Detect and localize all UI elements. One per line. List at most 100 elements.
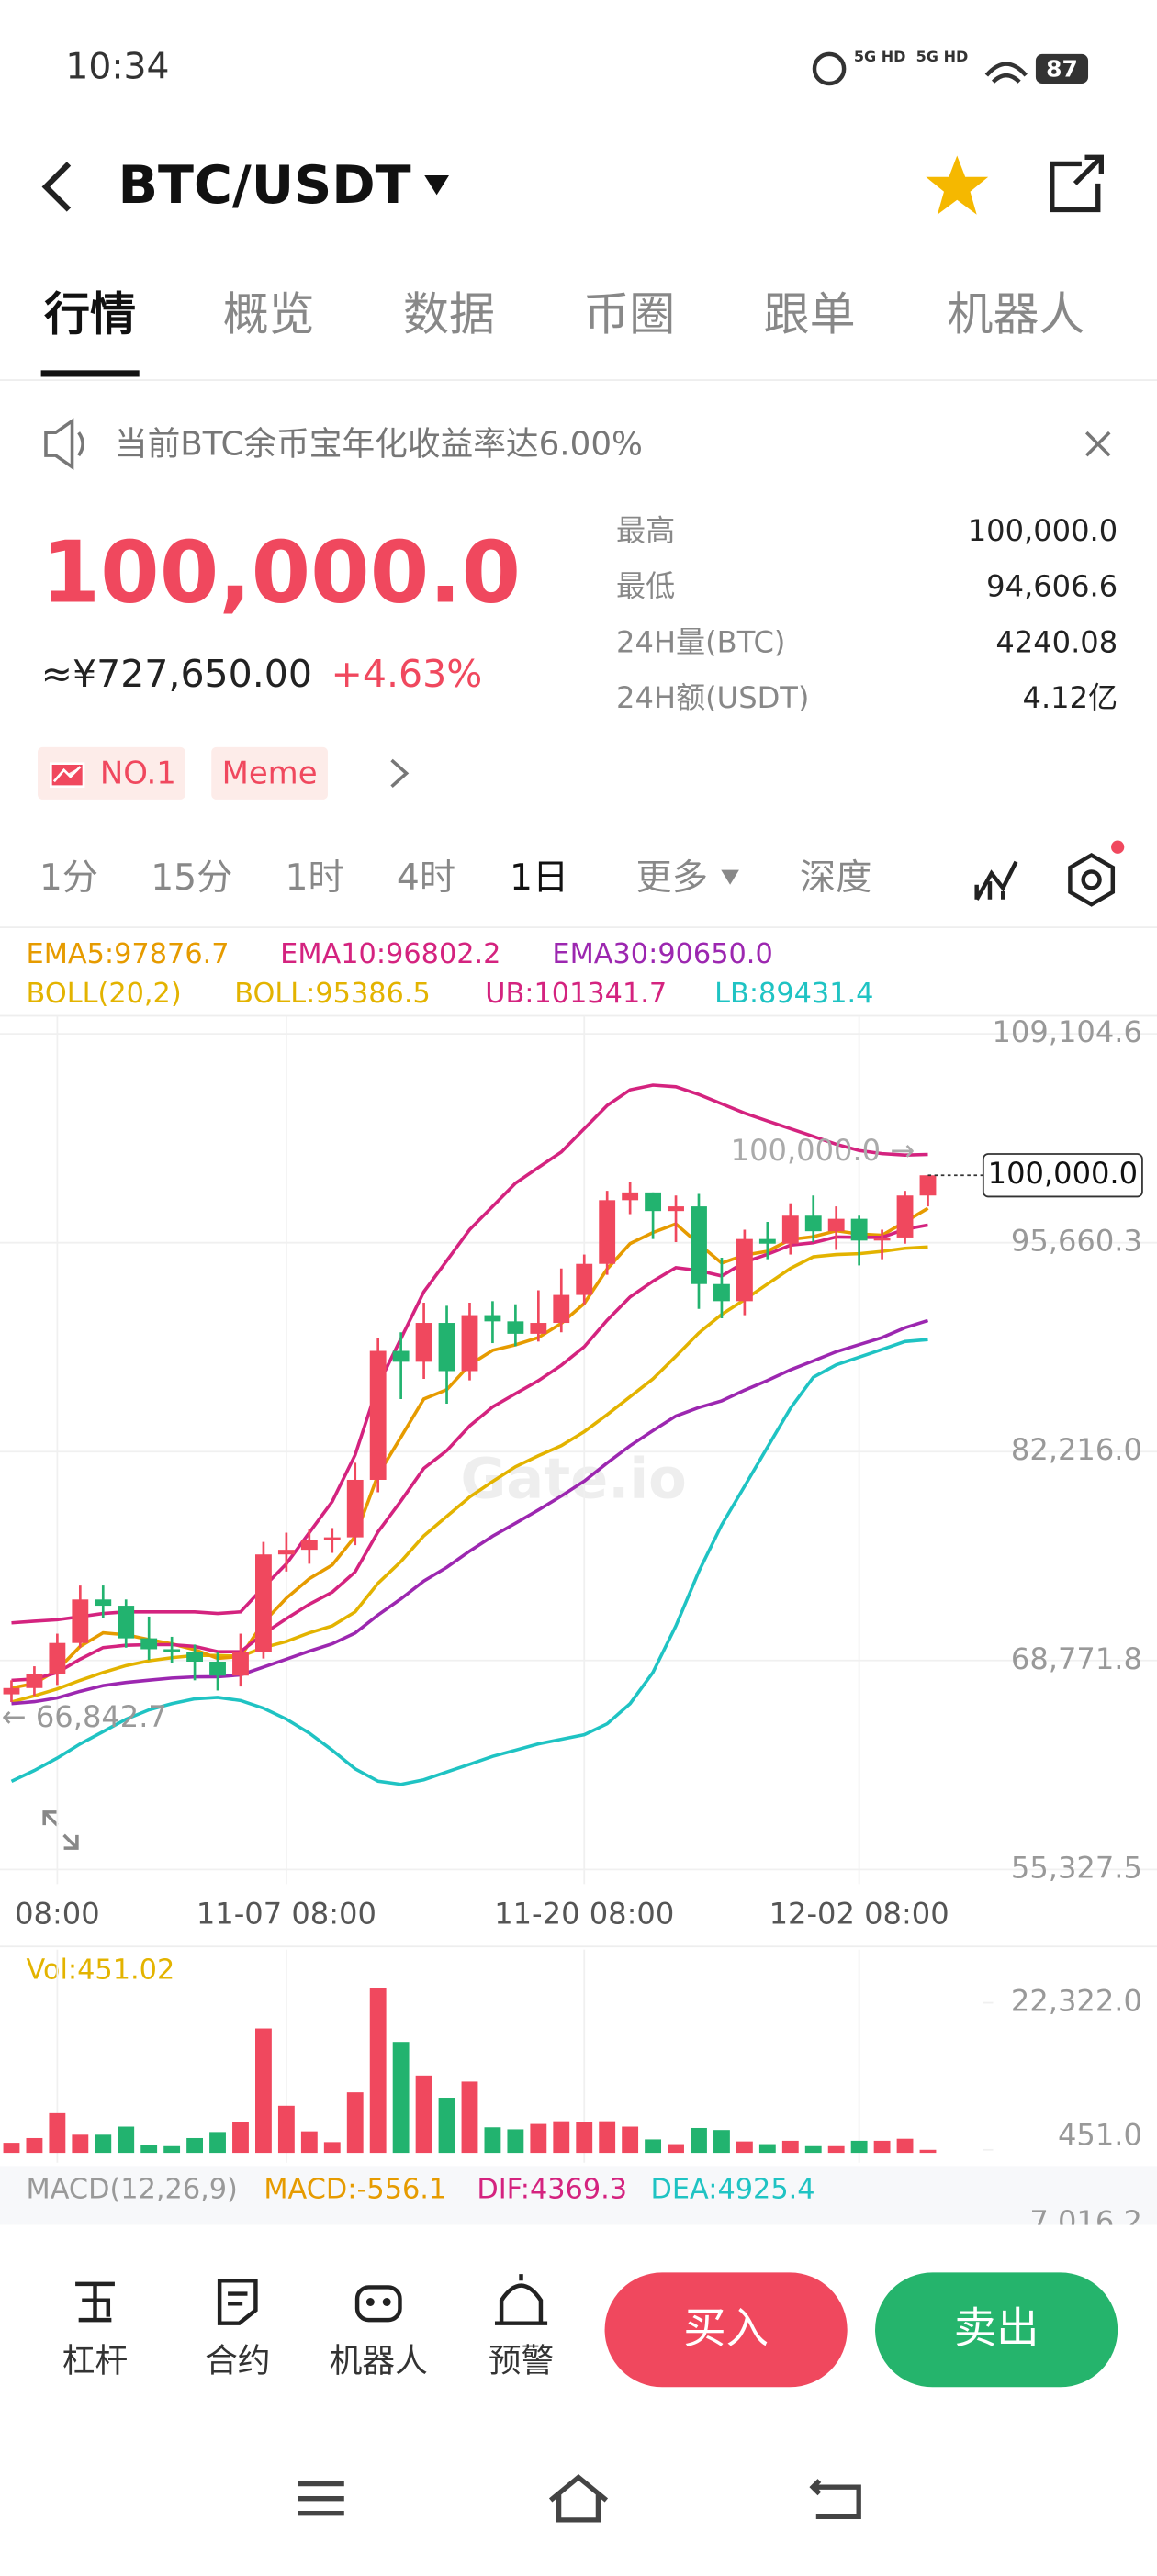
menu-nav[interactable] [298,2481,344,2516]
volume-bar [277,2105,295,2154]
interval-active[interactable]: 1日 [510,857,568,899]
volume-bar [392,2042,410,2154]
indicator-line [11,1223,928,1683]
y-tick-label: 68,771.8 [1011,1641,1142,1676]
candle-body [346,1479,364,1538]
tab[interactable]: 行情 [44,288,136,342]
volume-bar [850,2140,868,2154]
volume-bar [736,2141,753,2154]
tag-label[interactable]: NO.1 [100,756,176,791]
volume-bar [530,2123,547,2154]
volume-bar [49,2112,66,2154]
volume-bar [95,2134,112,2154]
indicator-legend: BOLL(20,2) [27,978,182,1010]
stat-value: 4.12亿 [1023,680,1118,715]
volume-bar [691,2127,707,2154]
candle-body [622,1192,639,1201]
fullscreen-button[interactable] [42,1810,79,1850]
candle-body [645,1192,662,1212]
stat-label: 最高 [616,513,675,548]
stat-label: 24H额(USDT) [616,680,809,715]
favorite-star[interactable] [926,155,989,215]
interval[interactable]: 更多 [635,857,708,899]
close-notice[interactable] [1084,431,1111,457]
candle-body [804,1215,822,1232]
price-change: +4.63% [331,652,483,696]
stat-value: 4240.08 [995,624,1118,659]
indicator-line [11,1083,928,1625]
notification-dot [1111,840,1125,854]
indicator-line [11,1318,929,1706]
indicator-line [10,1338,928,1786]
volume-bar [140,2145,158,2154]
action-label[interactable]: 杠杆 [62,2343,128,2380]
candle-body [438,1323,455,1372]
volume-bar [484,2127,501,2154]
candle-body [49,1642,66,1674]
tab[interactable]: 数据 [403,288,495,342]
interval[interactable]: 15分 [151,857,232,899]
indicator-button[interactable] [974,860,1018,901]
buy-label[interactable]: 买入 [683,2303,769,2353]
candle-body [369,1350,387,1480]
volume-bar [26,2137,43,2154]
tab[interactable]: 币圈 [583,288,675,342]
tag-label[interactable]: Meme [222,756,318,791]
pair-dropdown[interactable] [424,174,450,196]
tab[interactable]: 跟单 [764,288,856,342]
x-tick-label: 11-20 08:00 [494,1896,674,1931]
action-label[interactable]: 机器人 [330,2343,428,2380]
more-tags[interactable] [390,758,410,788]
robot-icon[interactable] [354,2285,402,2323]
y-tick-label: 95,660.3 [1011,1224,1142,1259]
interval[interactable]: 1时 [286,857,344,899]
contract-icon[interactable] [217,2279,258,2325]
back-nav[interactable] [809,2479,861,2519]
pair-title[interactable]: BTC/USDT [118,155,410,216]
volume-label: Vol:451.02 [27,1954,175,1986]
last-price-tag: 100,000.0 [988,1156,1138,1191]
candle-body [576,1263,593,1295]
volume-tick-label: 451.0 [1058,2118,1142,2153]
leverage-icon[interactable] [75,2281,115,2323]
settings-button[interactable] [1068,853,1116,907]
volume-bar [209,2132,226,2154]
tab[interactable]: 机器人 [948,288,1085,342]
volume-bar [713,2130,730,2154]
interval[interactable]: 4时 [397,857,455,899]
candle-body [415,1323,432,1362]
candle-body [484,1315,501,1322]
more-dropdown[interactable] [721,869,739,885]
wifi-icon [984,62,1028,84]
last-price: 100,000.0 [41,522,521,622]
indicator-legend: EMA30:90650.0 [552,938,772,970]
stat-value: 100,000.0 [968,513,1118,548]
cny-price: ≈¥727,650.00 [41,652,312,696]
volume-bar [415,2075,432,2154]
back-button[interactable] [41,162,72,212]
candle-body [232,1652,249,1676]
volume-bar [255,2028,272,2154]
home-nav[interactable] [548,2473,609,2523]
share-button[interactable] [1050,154,1104,213]
volume-bar [232,2122,249,2154]
indicator-legend: BOLL:95386.5 [234,978,431,1010]
action-label[interactable]: 预警 [489,2343,554,2380]
min-annotation: ← 66,842.7 [2,1699,167,1734]
action-label[interactable]: 合约 [205,2343,270,2380]
interval[interactable]: 1分 [39,857,98,899]
y-tick-label: 82,216.0 [1011,1432,1142,1467]
candle-body [461,1315,478,1372]
buy-button[interactable] [604,2272,848,2388]
interval[interactable]: 深度 [800,857,872,899]
sell-label[interactable]: 卖出 [954,2303,1039,2353]
candle-body [873,1237,891,1241]
volume-bar [118,2126,135,2154]
indicator-legend: EMA10:96802.2 [280,938,500,970]
sell-button[interactable] [875,2272,1118,2388]
tab[interactable]: 概览 [223,288,315,342]
notice[interactable]: 当前BTC余币宝年化收益率达6.00% [115,425,643,463]
alert-icon[interactable] [494,2274,548,2325]
tag[interactable] [211,746,328,800]
